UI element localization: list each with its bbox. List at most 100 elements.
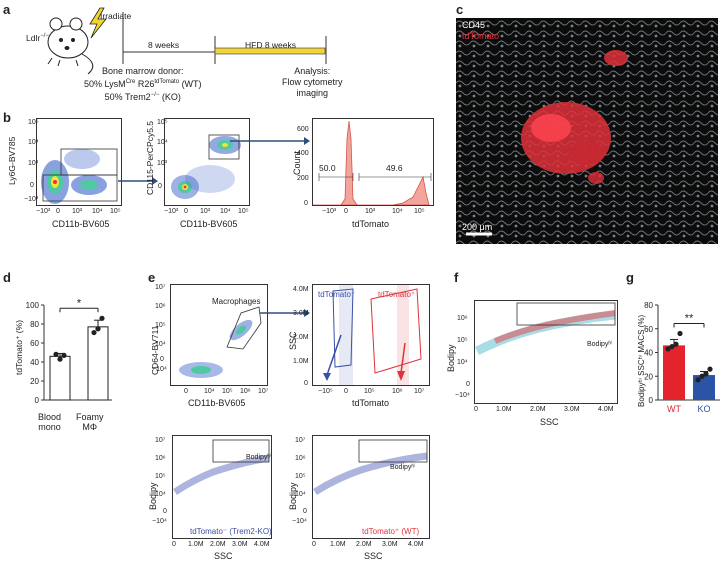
b3-ytick: 400	[297, 150, 309, 157]
b1-ytick: −10³	[24, 196, 39, 203]
e2-ytick: 2.0M	[293, 334, 309, 341]
irradiate-label: Irradiate	[100, 11, 132, 21]
data-point	[99, 315, 105, 321]
data-point	[707, 366, 713, 372]
e3-ytick: 10⁷	[155, 437, 166, 444]
flow-plot-bodipy-ko	[172, 435, 272, 539]
e1-ytick: 10⁷	[155, 284, 166, 291]
b1-xtick: 0	[56, 208, 60, 215]
span-hfd: HFD 8 weeks	[245, 40, 297, 50]
b3-ytick: 200	[297, 175, 309, 182]
e1-ytick: 10⁶	[155, 303, 166, 310]
e2-xtick: 10⁵	[364, 388, 375, 395]
f-xlabel: SSC	[540, 417, 559, 427]
g-ylabel: Bodipyʰⁱ SSCʰⁱ MACS (%)	[637, 314, 646, 407]
e1-xlabel: CD11b-BV605	[188, 398, 246, 408]
data-point	[53, 351, 59, 357]
y-tick-label: 40	[644, 349, 653, 358]
e4-xtick: 3.0M	[382, 541, 398, 548]
e4-ytick: −10⁴	[292, 518, 307, 525]
b2-xlabel: CD11b-BV605	[180, 219, 238, 229]
e1-ytick: 10⁵	[155, 322, 166, 329]
b1-xtick: 10³	[72, 208, 83, 215]
data-point	[677, 330, 683, 337]
data-point	[695, 377, 701, 383]
x-category-label: WT	[667, 404, 681, 414]
e2-xtick: −10⁵	[318, 388, 333, 395]
e3-ytick: 0	[163, 508, 167, 515]
span-8-weeks: 8 weeks	[148, 40, 180, 50]
panel-label-g: g	[626, 270, 634, 285]
gate-arrow-e	[260, 309, 310, 317]
f-xtick: 2.0M	[530, 406, 546, 413]
data-point	[91, 329, 97, 336]
e1-ytick: −10⁴	[152, 366, 167, 373]
b2-xtick: 10³	[200, 208, 211, 215]
panel-label-a: a	[3, 2, 11, 17]
f-ytick: 10⁶	[457, 315, 468, 322]
b1-xtick: 10⁵	[110, 208, 121, 215]
x-category-label: KO	[697, 404, 710, 414]
flow-plot-ssc-tdtomato	[312, 284, 430, 386]
panel-label-c: c	[456, 2, 464, 17]
d-cat2: Foamy MΦ	[76, 412, 104, 432]
f-ytick: 10⁴	[457, 359, 468, 366]
e2-ytick: 3.0M	[293, 310, 309, 317]
b3-xlabel: tdTomato	[352, 219, 390, 229]
panel-label-b: b	[3, 110, 11, 125]
e4-xtick: 4.0M	[408, 541, 424, 548]
b3-xtick: 10⁴	[392, 208, 403, 215]
y-tick-label: 80	[644, 301, 653, 310]
e2-ytick: 4.0M	[293, 286, 309, 293]
data-point	[703, 371, 709, 377]
f-ytick: 10⁵	[457, 337, 468, 344]
e1-ytick: 0	[160, 356, 164, 363]
b1-ytick: 10³	[28, 160, 39, 167]
e2-xtick: 10⁷	[414, 388, 425, 395]
gate-arrow-b2	[230, 137, 310, 145]
bar	[49, 355, 71, 401]
e1-xtick: 0	[184, 388, 188, 395]
data-point	[673, 341, 679, 347]
panel-label-f: f	[454, 270, 459, 285]
f-ytick: −10⁴	[455, 392, 470, 399]
panel-label-e: e	[148, 270, 156, 285]
analysis-text: Analysis: Flow cytometry imaging	[282, 66, 343, 98]
y-tick-label: 80	[30, 320, 39, 329]
flow-plot-cd115	[164, 118, 250, 206]
d-ylabel: tdTomato⁺ (%)	[14, 319, 24, 375]
y-tick-label: 100	[26, 301, 40, 310]
f-xtick: 4.0M	[598, 406, 614, 413]
scale-bar-label: 200 μm	[462, 222, 493, 232]
gate-tdtomato-neg: tdTomato⁻	[318, 290, 356, 299]
b1-xtick: 10⁴	[92, 208, 103, 215]
flow-plot-ly6g	[36, 118, 122, 206]
e3-xtick: 0	[172, 541, 176, 548]
gate-tdtomato-pos: tdTomato⁺	[378, 290, 416, 299]
e3-gate: Bodipyʰⁱ	[246, 454, 272, 461]
b1-xlabel: CD11b-BV605	[52, 219, 110, 229]
e3-xlabel: SSC	[214, 551, 233, 561]
e4-ytick: 10⁶	[295, 455, 306, 462]
f-xtick: 3.0M	[564, 406, 580, 413]
b3-ytick: 600	[297, 126, 309, 133]
b2-ytick: 10³	[157, 160, 168, 167]
y-tick-label: 60	[644, 325, 653, 334]
e4-xtick: 2.0M	[356, 541, 372, 548]
f-gate: Bodipyʰⁱ	[587, 341, 613, 348]
gate-macrophages: Macrophages	[212, 297, 261, 306]
b3-xtick: 10³	[365, 208, 376, 215]
e3-xtick: 3.0M	[232, 541, 248, 548]
y-tick-label: 20	[644, 372, 653, 381]
b3-xtick: −10³	[322, 208, 337, 215]
mouse-icon	[47, 17, 94, 75]
y-tick-label: 0	[649, 396, 654, 405]
b1-ylabel: Ly6G-BV785	[7, 136, 17, 185]
e4-ytick: 10⁵	[295, 473, 306, 480]
b3-ytick: 0	[304, 200, 308, 207]
b2-xtick: 0	[184, 208, 188, 215]
bar-chart-d: 100 80 60 40 20 0 *	[26, 297, 112, 405]
b2-ytick: 0	[158, 183, 162, 190]
e4-xlabel: SSC	[364, 551, 383, 561]
e3-ytick: 10⁵	[155, 473, 166, 480]
